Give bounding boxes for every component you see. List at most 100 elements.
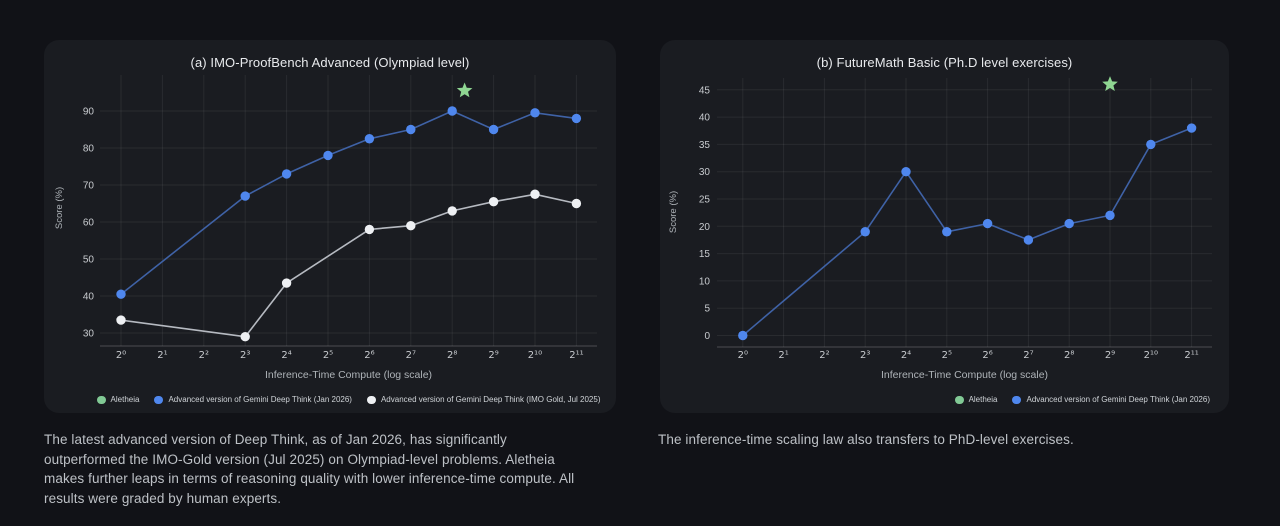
y-tick-label: 30 bbox=[699, 167, 711, 178]
x-tick-label: 2⁷ bbox=[406, 350, 416, 361]
y-tick-label: 0 bbox=[704, 331, 710, 342]
y-tick-label: 40 bbox=[83, 292, 95, 303]
x-tick-label: 2⁰ bbox=[738, 350, 748, 361]
data-point bbox=[530, 108, 540, 118]
data-point bbox=[982, 218, 993, 229]
y-tick-label: 80 bbox=[83, 144, 95, 155]
y-tick-label: 10 bbox=[699, 276, 711, 287]
chart-b-legend: Aletheia Advanced version of Gemini Deep … bbox=[954, 395, 1210, 404]
legend-item: Advanced version of Gemini Deep Think (I… bbox=[366, 395, 601, 404]
x-axis-title: Inference-Time Compute (log scale) bbox=[265, 369, 432, 381]
y-tick-label: 50 bbox=[83, 255, 95, 266]
x-tick-label: 2¹ bbox=[778, 350, 788, 361]
data-point bbox=[281, 169, 292, 179]
x-tick-label: 2⁹ bbox=[1105, 350, 1115, 361]
x-tick-label: 2⁴ bbox=[901, 350, 911, 361]
chart-card-b: (b) FutureMath Basic (Ph.D level exercis… bbox=[660, 40, 1229, 413]
data-point bbox=[571, 113, 582, 124]
chart-b-title: (b) FutureMath Basic (Ph.D level exercis… bbox=[816, 55, 1073, 70]
y-tick-label: 15 bbox=[699, 249, 711, 260]
data-point bbox=[530, 189, 540, 199]
data-point bbox=[281, 278, 292, 288]
y-tick-label: 70 bbox=[83, 181, 95, 192]
x-tick-label: 2¹¹ bbox=[1184, 350, 1198, 361]
x-tick-label: 2³ bbox=[240, 350, 250, 361]
data-point bbox=[738, 330, 748, 341]
chart-a-title: (a) IMO-ProofBench Advanced (Olympiad le… bbox=[190, 55, 470, 70]
data-point bbox=[364, 224, 375, 235]
data-point bbox=[942, 227, 952, 237]
y-axis-title: Score (%) bbox=[668, 191, 679, 233]
x-tick-label: 2⁶ bbox=[364, 350, 374, 361]
data-point bbox=[488, 124, 499, 135]
data-point bbox=[447, 206, 457, 216]
x-tick-label: 2⁷ bbox=[1023, 350, 1033, 361]
legend-label: Aletheia bbox=[968, 395, 998, 404]
y-tick-label: 40 bbox=[699, 113, 711, 124]
legend-item: Aletheia bbox=[954, 395, 998, 404]
y-tick-label: 90 bbox=[83, 107, 95, 118]
legend-swatch-icon bbox=[954, 395, 964, 404]
y-tick-label: 5 bbox=[704, 304, 710, 315]
chart-a-caption: The latest advanced version of Deep Thin… bbox=[44, 432, 575, 506]
data-point bbox=[116, 315, 126, 325]
data-point bbox=[364, 134, 375, 144]
legend-label: Advanced version of Gemini Deep Think (I… bbox=[380, 395, 601, 404]
legend-item: Aletheia bbox=[96, 395, 140, 404]
x-tick-label: 2² bbox=[199, 350, 209, 361]
y-tick-label: 30 bbox=[83, 329, 95, 340]
y-tick-label: 20 bbox=[699, 222, 711, 233]
legend-swatch-icon bbox=[1012, 395, 1022, 404]
series-line bbox=[120, 110, 577, 295]
legend-label: Advanced version of Gemini Deep Think (J… bbox=[1026, 395, 1210, 404]
x-tick-label: 2⁶ bbox=[982, 350, 992, 361]
x-tick-label: 2⁵ bbox=[323, 350, 333, 361]
data-point bbox=[240, 191, 250, 201]
x-tick-label: 2¹⁰ bbox=[1144, 350, 1158, 361]
x-tick-label: 2⁹ bbox=[488, 350, 498, 361]
chart-card-a: (a) IMO-ProofBench Advanced (Olympiad le… bbox=[44, 40, 616, 413]
data-point bbox=[901, 167, 911, 177]
y-tick-label: 60 bbox=[83, 218, 95, 229]
series-line bbox=[120, 193, 577, 338]
line-chart-a: 2⁰ 2¹ 2² 2³ 2⁴ 2⁵ 2⁶ 2⁷ 2⁸ 2⁹ 2¹⁰ 2¹¹ 30 40 50 60 70 80 90… bbox=[54, 75, 597, 381]
data-point bbox=[323, 150, 333, 161]
x-tick-label: 2⁸ bbox=[447, 350, 457, 361]
data-point bbox=[860, 227, 870, 237]
x-tick-label: 2⁰ bbox=[116, 350, 126, 361]
data-point bbox=[447, 106, 457, 116]
x-tick-label: 2¹¹ bbox=[569, 350, 583, 361]
chart-b-caption: The inference-time scaling law also tran… bbox=[658, 432, 1074, 447]
data-point bbox=[1064, 218, 1074, 229]
legend-swatch-icon bbox=[96, 395, 106, 404]
x-tick-label: 2⁸ bbox=[1064, 350, 1074, 361]
x-tick-label: 2² bbox=[819, 350, 829, 361]
legend-label: Aletheia bbox=[110, 395, 140, 404]
y-axis-title: Score (%) bbox=[54, 187, 65, 229]
x-tick-label: 2¹⁰ bbox=[528, 350, 542, 361]
legend-swatch-icon bbox=[366, 395, 376, 404]
data-point bbox=[406, 221, 416, 231]
legend-label: Advanced version of Gemini Deep Think (J… bbox=[168, 395, 352, 404]
data-point bbox=[406, 124, 416, 135]
data-point bbox=[1186, 123, 1197, 133]
x-tick-label: 2⁴ bbox=[281, 350, 291, 361]
data-point bbox=[1023, 235, 1034, 245]
x-axis-title: Inference-Time Compute (log scale) bbox=[881, 369, 1048, 381]
x-tick-label: 2⁵ bbox=[942, 350, 952, 361]
legend-swatch-icon bbox=[154, 395, 164, 404]
x-tick-label: 2³ bbox=[860, 350, 870, 361]
y-tick-label: 35 bbox=[699, 140, 711, 151]
chart-a-legend: Aletheia Advanced version of Gemini Deep … bbox=[96, 395, 600, 404]
x-tick-label: 2¹ bbox=[157, 350, 167, 361]
data-point bbox=[488, 196, 499, 207]
aletheia-star-icon bbox=[456, 82, 473, 98]
data-point bbox=[1146, 139, 1156, 150]
data-point bbox=[116, 289, 126, 299]
series-line bbox=[742, 127, 1192, 337]
line-chart-b: 2⁰ 2¹ 2² 2³ 2⁴ 2⁵ 2⁶ 2⁷ 2⁸ 2⁹ 2¹⁰ 2¹¹ 0 5 10 15 20 25 30 35… bbox=[668, 76, 1212, 381]
y-tick-label: 25 bbox=[699, 195, 711, 206]
data-point bbox=[571, 198, 582, 209]
data-point bbox=[1105, 210, 1115, 221]
